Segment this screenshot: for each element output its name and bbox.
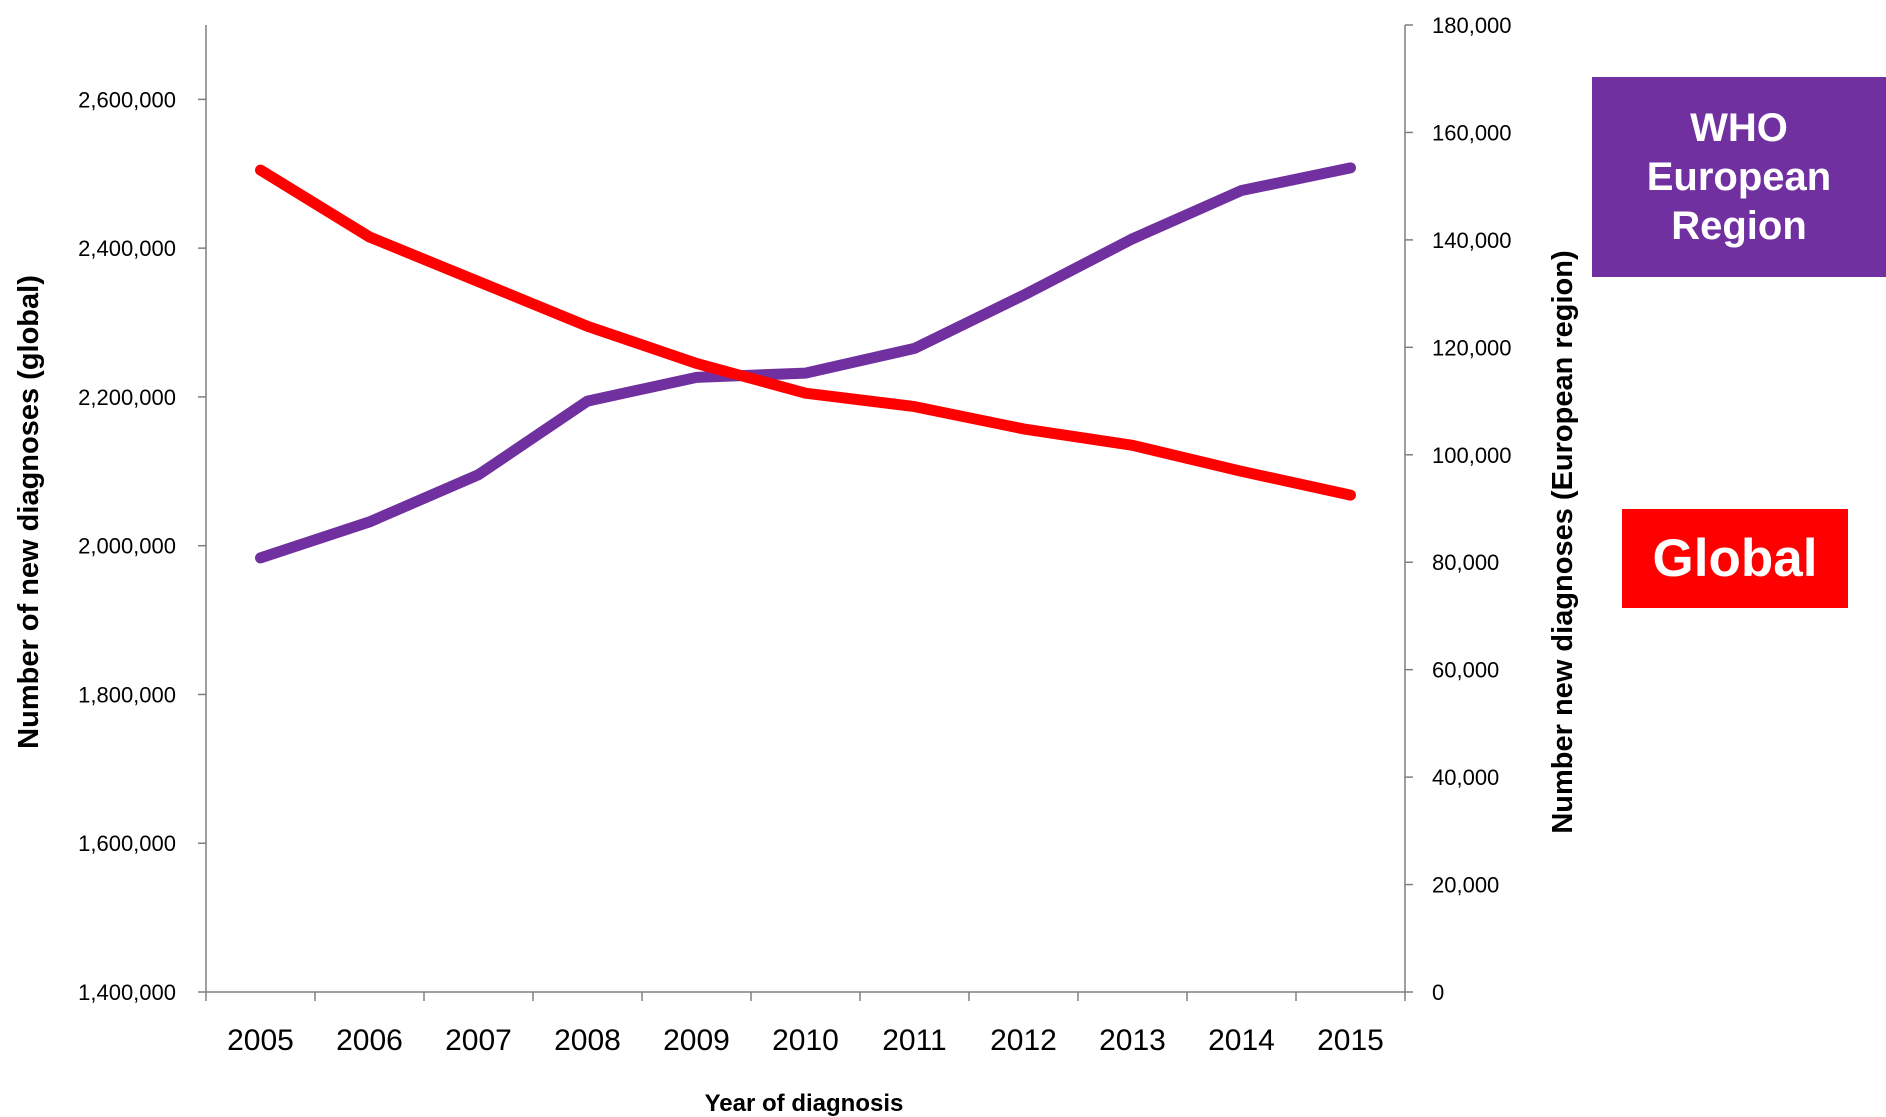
x-tick-label: 2006 [336,1024,403,1057]
right-y-axis-title: Number new diagnoses (European region) [1547,250,1579,833]
left-y-tick-label: 2,000,000 [78,534,176,559]
x-tick-label: 2013 [1099,1024,1166,1057]
left-y-ticks: 1,400,000 1,600,000 1,800,000 2,000,000 2,20… [78,87,206,1005]
left-y-tick-label: 1,400,000 [78,980,176,1005]
x-tick-label: 2007 [445,1024,512,1057]
right-y-tick-label: 80,000 [1432,550,1499,575]
right-y-tick-label: 40,000 [1432,765,1499,790]
x-tick-label: 2010 [772,1024,839,1057]
series-line-european-region [255,162,1356,564]
x-tick-label: 2015 [1317,1024,1384,1057]
x-tick-label: 2012 [990,1024,1057,1057]
right-y-ticks: 0 20,000 40,000 60,000 80,000 100,000 120,000 1… [1405,13,1512,1005]
x-ticks: 2005 2006 2007 2008 2009 2010 2011 2012 2013 2014… [205,992,1406,1057]
right-y-tick-label: 160,000 [1432,120,1512,145]
series-line-global [255,164,1356,501]
right-y-tick-label: 100,000 [1432,443,1512,468]
x-tick-label: 2005 [227,1024,294,1057]
left-y-tick-label: 1,600,000 [78,831,176,856]
right-y-tick-label: 120,000 [1432,335,1512,360]
right-y-tick-label: 0 [1432,980,1444,1005]
right-y-tick-label: 140,000 [1432,228,1512,253]
right-y-tick-label: 20,000 [1432,873,1499,898]
left-y-axis-title: Number of new diagnoses (global) [13,275,45,749]
left-y-tick-label: 1,800,000 [78,682,176,707]
left-y-tick-label: 2,600,000 [78,87,176,112]
legend-global: Global [1622,509,1848,608]
legend-european-region: WHO European Region [1592,77,1886,277]
left-y-tick-label: 2,400,000 [78,236,176,261]
right-y-tick-label: 180,000 [1432,13,1512,38]
series-lines [255,162,1356,564]
x-tick-label: 2008 [554,1024,621,1057]
left-y-tick-label: 2,200,000 [78,385,176,410]
x-tick-label: 2014 [1208,1024,1275,1057]
x-tick-label: 2011 [882,1024,947,1057]
right-y-tick-label: 60,000 [1432,658,1499,683]
x-axis-title: Year of diagnosis [705,1090,904,1117]
x-tick-label: 2009 [663,1024,730,1057]
